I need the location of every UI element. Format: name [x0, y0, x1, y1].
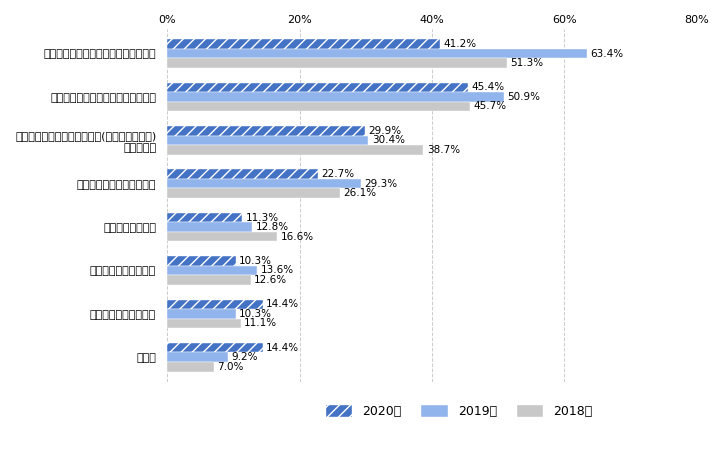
Bar — [167, 49, 587, 58]
Bar — [167, 92, 504, 102]
Text: 13.6%: 13.6% — [261, 266, 294, 275]
Bar — [167, 300, 263, 309]
Bar — [167, 352, 228, 362]
Text: 11.3%: 11.3% — [245, 212, 279, 223]
Text: 26.1%: 26.1% — [343, 188, 376, 198]
Text: 30.4%: 30.4% — [372, 135, 405, 145]
Text: 41.2%: 41.2% — [443, 39, 476, 49]
Bar — [167, 136, 369, 145]
Bar — [167, 309, 235, 319]
Text: 9.2%: 9.2% — [232, 352, 258, 362]
Text: 51.3%: 51.3% — [510, 58, 543, 68]
Bar — [167, 319, 241, 328]
Bar — [167, 266, 257, 275]
Text: 14.4%: 14.4% — [266, 343, 299, 353]
Bar — [167, 102, 470, 111]
Bar — [167, 275, 251, 285]
Legend: 2020年, 2019年, 2018年: 2020年, 2019年, 2018年 — [324, 404, 592, 418]
Text: 29.3%: 29.3% — [364, 178, 397, 189]
Bar — [167, 82, 468, 92]
Text: 50.9%: 50.9% — [508, 92, 540, 102]
Text: 10.3%: 10.3% — [239, 309, 272, 319]
Bar — [167, 232, 277, 241]
Text: 10.3%: 10.3% — [239, 256, 272, 266]
Bar — [167, 126, 365, 136]
Text: 45.4%: 45.4% — [471, 82, 504, 92]
Text: 16.6%: 16.6% — [280, 232, 313, 241]
Bar — [167, 188, 340, 198]
Text: 63.4%: 63.4% — [590, 48, 623, 59]
Bar — [167, 58, 507, 68]
Bar — [167, 145, 424, 155]
Bar — [167, 169, 318, 179]
Bar — [167, 213, 242, 222]
Text: 12.8%: 12.8% — [256, 222, 288, 232]
Text: 14.4%: 14.4% — [266, 299, 299, 309]
Text: 38.7%: 38.7% — [426, 145, 460, 155]
Bar — [167, 362, 214, 371]
Bar — [167, 343, 263, 352]
Text: 11.1%: 11.1% — [244, 318, 277, 329]
Text: 29.9%: 29.9% — [369, 126, 402, 136]
Bar — [167, 222, 252, 232]
Text: 12.6%: 12.6% — [254, 275, 287, 285]
Text: 45.7%: 45.7% — [473, 102, 506, 111]
Bar — [167, 179, 361, 188]
Text: 7.0%: 7.0% — [217, 362, 243, 372]
Bar — [167, 256, 235, 266]
Bar — [167, 39, 440, 49]
Text: 22.7%: 22.7% — [321, 169, 354, 179]
